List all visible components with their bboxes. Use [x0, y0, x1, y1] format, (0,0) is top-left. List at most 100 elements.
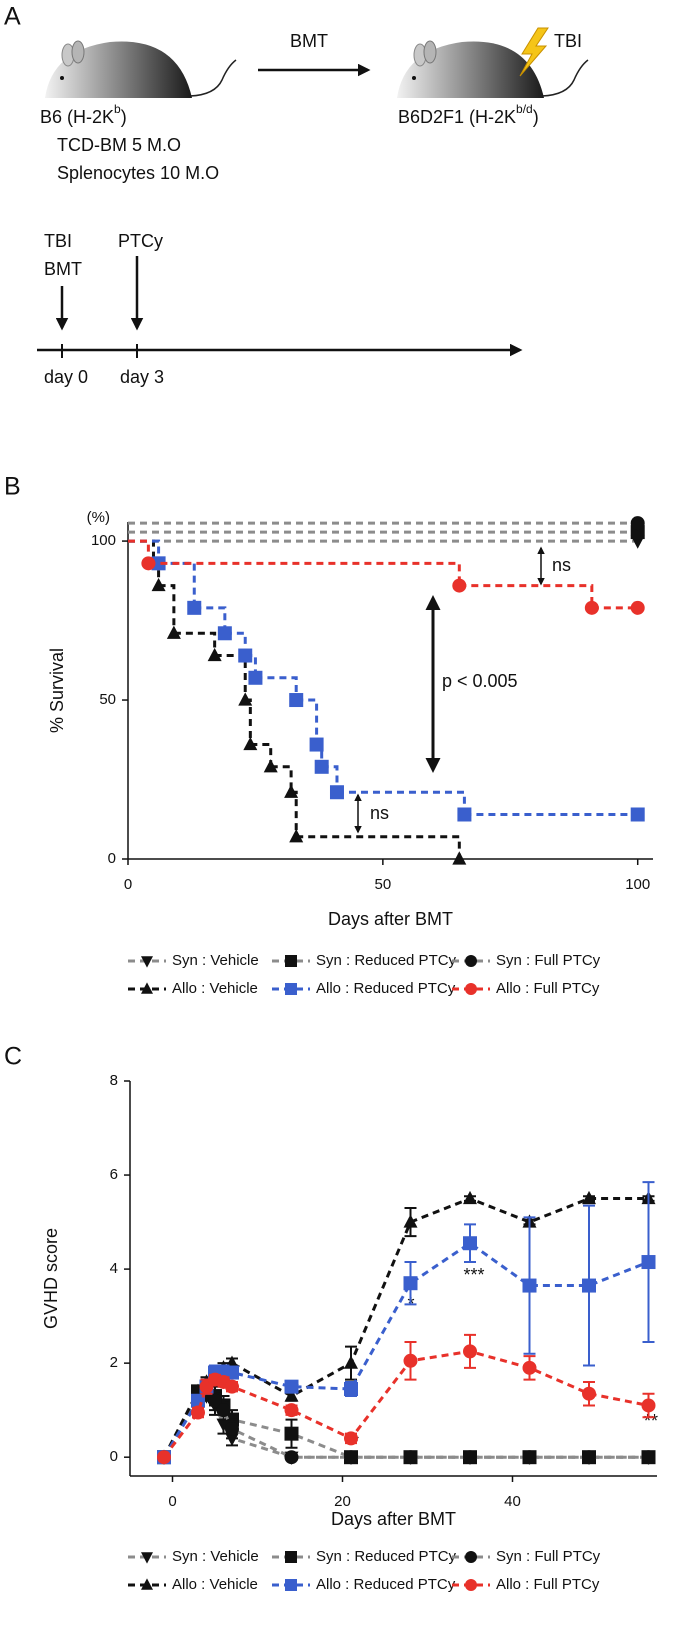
survival-step [459, 584, 594, 608]
marker [166, 625, 181, 639]
marker [151, 577, 166, 592]
legend-label: Syn : Reduced PTCy [316, 1548, 457, 1565]
marker [403, 1450, 418, 1465]
legend-label: Syn : Full PTCy [496, 1548, 601, 1565]
marker [225, 1421, 239, 1436]
marker [463, 1344, 477, 1359]
marker [630, 516, 645, 531]
marker [289, 693, 304, 708]
x-axis-label: Days after BMT [328, 909, 453, 929]
marker [141, 982, 153, 994]
marker [284, 1388, 299, 1402]
annotation: p < 0.005 [442, 671, 518, 691]
donor-strain: B6 (H-2Kb) [40, 102, 127, 127]
survival-step [255, 676, 298, 701]
marker [314, 759, 329, 774]
marker [522, 1450, 537, 1465]
legend-label: Allo : Vehicle [172, 980, 258, 997]
tbi-label: TBI [554, 31, 582, 51]
y-tick-label: 100 [91, 532, 116, 549]
survival-step [245, 698, 252, 745]
panel-label: A [4, 3, 21, 31]
marker [465, 1579, 477, 1591]
y-tick-label: 2 [110, 1354, 118, 1371]
y-axis-label: % Survival [47, 648, 67, 733]
marker [582, 1278, 596, 1293]
marker [463, 1190, 477, 1205]
legend-label: Syn : Full PTCy [496, 952, 601, 969]
x-tick-label: 0 [168, 1493, 176, 1510]
y-unit: (%) [87, 509, 110, 526]
survival-step [158, 584, 176, 634]
marker [141, 556, 156, 571]
x-tick-label: 20 [334, 1493, 351, 1510]
text: ) [533, 107, 539, 127]
survival-step [148, 561, 461, 586]
marker [344, 1450, 358, 1465]
marker [238, 692, 253, 706]
marker [584, 600, 599, 615]
day-label: day 3 [120, 367, 164, 387]
marker [208, 1393, 222, 1408]
marker [285, 1579, 297, 1591]
x-tick-label: 100 [625, 876, 650, 893]
marker [344, 1431, 358, 1446]
marker [582, 1450, 596, 1465]
legend-label: Allo : Full PTCy [496, 1576, 600, 1593]
y-tick-label: 50 [99, 691, 116, 708]
marker [141, 1578, 153, 1590]
marker [329, 785, 344, 800]
survival-step [291, 790, 298, 837]
marker [151, 556, 166, 571]
y-axis-label: GVHD score [41, 1228, 61, 1329]
marker [284, 1403, 299, 1418]
marker [285, 955, 297, 967]
marker [641, 1255, 656, 1270]
survival-step [194, 606, 227, 634]
marker [207, 647, 222, 662]
y-tick-label: 0 [110, 1448, 118, 1465]
marker [641, 1398, 656, 1413]
marker [191, 1405, 205, 1420]
lightning-icon [519, 27, 549, 77]
marker [403, 1276, 418, 1291]
marker [289, 829, 304, 843]
marker [309, 737, 324, 752]
marker [457, 807, 472, 822]
marker [141, 956, 153, 968]
marker [522, 1360, 537, 1375]
marker [225, 1365, 239, 1380]
legend-label: Allo : Reduced PTCy [316, 1576, 456, 1593]
marker [465, 983, 477, 995]
marker [216, 1403, 231, 1418]
recipient-strain: B6D2F1 (H-2Kb/d) [398, 102, 539, 127]
day-label: day 0 [44, 367, 88, 387]
panel-label: C [4, 1043, 22, 1071]
marker [284, 1379, 299, 1394]
marker [285, 983, 297, 995]
donor-cells: Splenocytes 10 M.O [57, 163, 219, 183]
legend-label: Allo : Vehicle [172, 1576, 258, 1593]
annotation: ns [370, 803, 389, 823]
y-tick-label: 8 [110, 1072, 118, 1089]
legend-label: Syn : Reduced PTCy [316, 952, 457, 969]
legend-label: Syn : Vehicle [172, 1548, 259, 1565]
event-label: PTCy [118, 231, 163, 251]
x-tick-label: 0 [124, 876, 132, 893]
marker [452, 578, 467, 593]
legend-label: Allo : Full PTCy [496, 980, 600, 997]
marker [403, 1353, 418, 1368]
marker [225, 1379, 239, 1394]
y-tick-label: 4 [110, 1260, 118, 1277]
marker [641, 1450, 656, 1465]
marker [463, 1236, 477, 1251]
marker [263, 759, 278, 773]
survival-step [250, 743, 273, 767]
marker [187, 600, 202, 615]
event-label: TBI [44, 231, 72, 251]
legend-label: Syn : Vehicle [172, 952, 259, 969]
marker [248, 670, 263, 685]
marker [344, 1382, 358, 1397]
survival-step [296, 835, 461, 859]
